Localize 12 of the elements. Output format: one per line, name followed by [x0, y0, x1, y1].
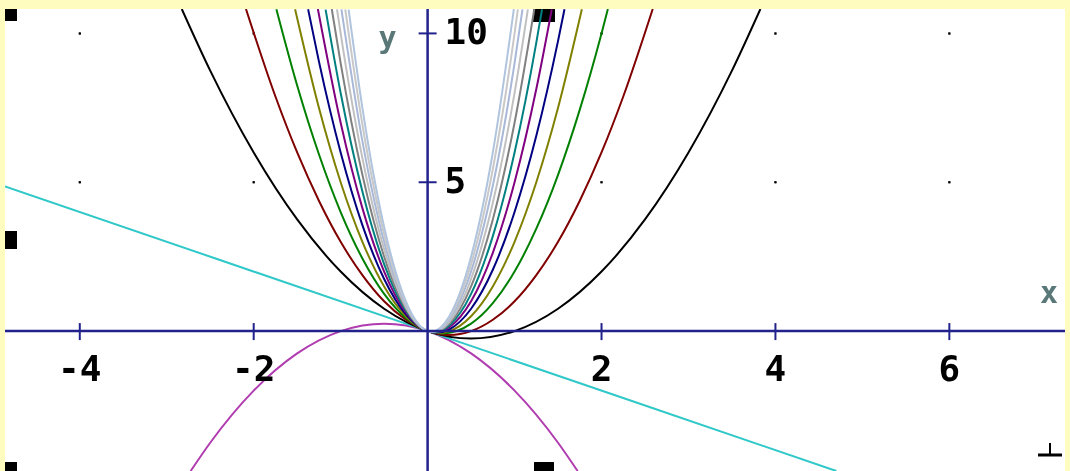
x-tick-label: 6 — [938, 347, 961, 389]
x-tick-label: 4 — [764, 347, 787, 389]
y-tick-label: 10 — [444, 10, 488, 52]
x-tick-label: -4 — [58, 347, 102, 389]
line-series — [180, 9, 762, 340]
y-tick-label: 5 — [444, 159, 467, 201]
x-axis-title: x — [1039, 274, 1059, 310]
x-tick-label: -2 — [232, 347, 276, 389]
line-series — [189, 322, 579, 471]
line-series — [244, 9, 654, 336]
y-axis-title: y — [378, 19, 397, 55]
x-tick-label: 2 — [590, 347, 613, 389]
